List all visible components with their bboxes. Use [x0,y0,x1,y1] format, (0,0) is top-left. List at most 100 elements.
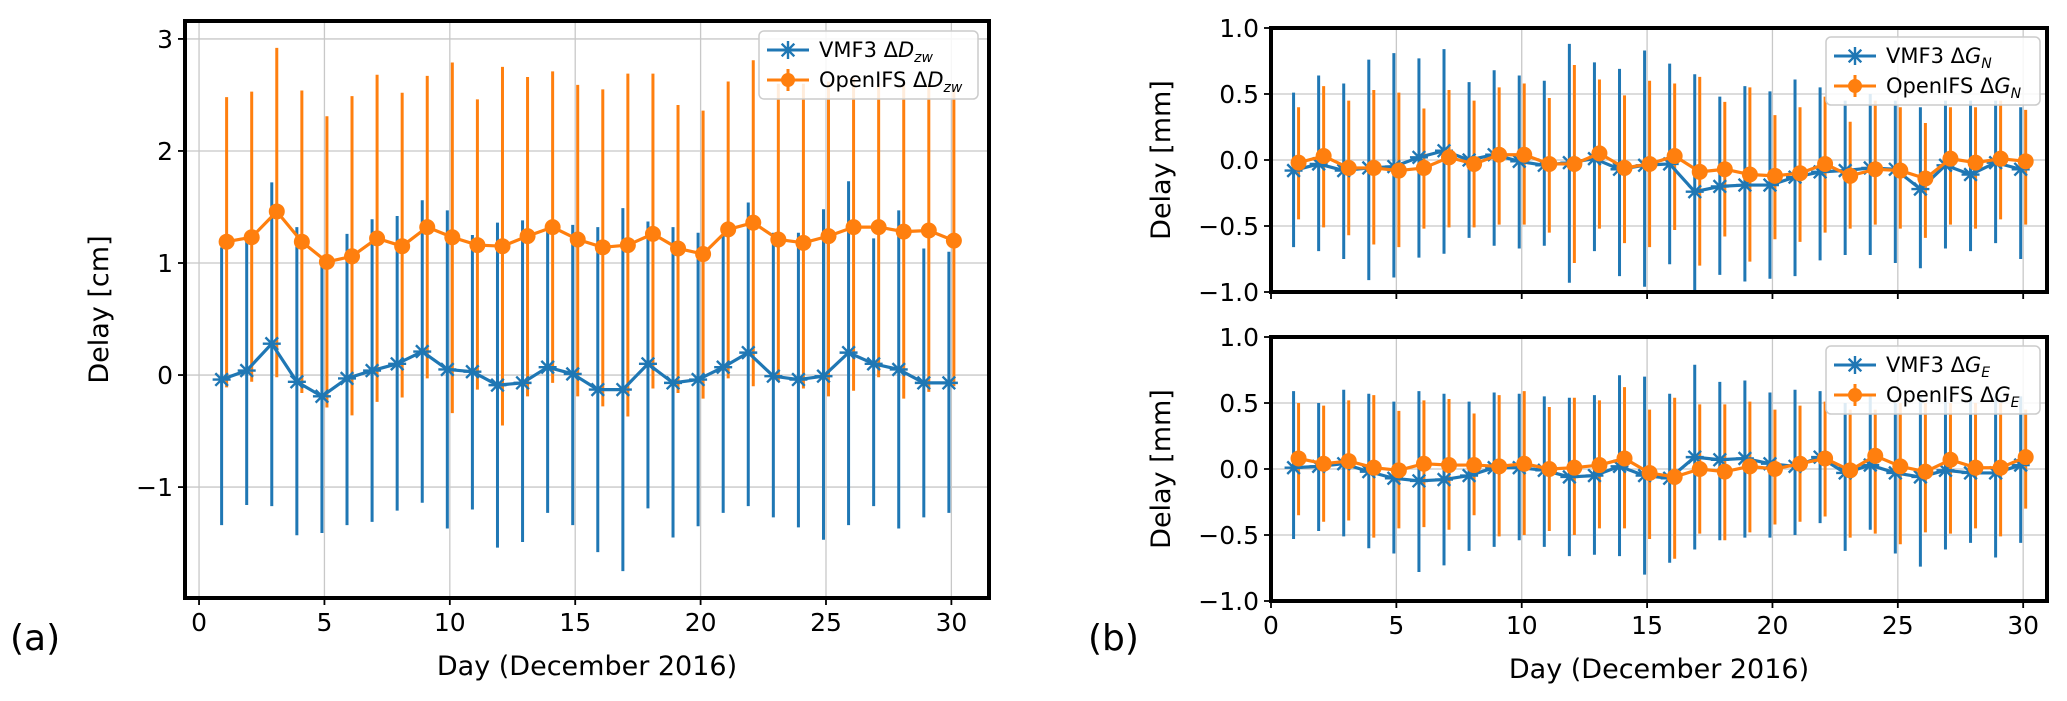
data-point [889,360,908,379]
data-point [638,354,657,373]
data-point [1867,161,1884,178]
y-tick-label: −1.0 [1198,278,1259,307]
data-point [588,380,607,399]
data-point [1365,159,1382,176]
data-point [1911,180,1930,199]
legend-label: VMF3 ΔGE [1886,353,1990,381]
data-point [1309,154,1328,173]
legend-box [758,30,979,100]
data-point [1641,464,1658,481]
data-point [1610,457,1629,476]
data-point [1510,152,1529,171]
data-point [1892,162,1909,179]
data-point [1936,461,1955,480]
data-point [1842,462,1859,479]
data-point [745,214,762,231]
x-tick-label: 25 [1882,611,1914,640]
data-point [388,354,407,373]
legend-marker [780,41,796,59]
data-point [1892,458,1909,475]
data-point [1290,450,1307,467]
data-point [864,354,883,373]
data-point [1917,463,1934,480]
data-point [2017,153,2034,170]
data-point [1942,150,1959,167]
data-point [1340,453,1357,470]
data-point [237,361,256,380]
legend-marker [781,73,795,87]
x-tick-label: 20 [685,608,717,637]
legend-marker [1847,356,1863,374]
x-tick-label: 30 [935,608,967,637]
data-point [914,373,933,392]
data-point [1942,451,1959,468]
data-point [1591,457,1608,474]
panel-label-b: (b) [1088,618,1139,659]
data-point [1491,458,1508,475]
data-point [1409,148,1428,167]
data-point [338,369,357,388]
data-point [1691,461,1708,477]
y-tick-label: 0.5 [1219,389,1259,418]
data-point [870,219,887,236]
x-axis-label: Day (December 2016) [1509,654,1809,685]
data-point [1967,459,1984,476]
data-point [1961,165,1980,184]
data-point [1516,146,1533,163]
y-tick-label: −0.5 [1198,212,1259,241]
y-tick-label: −1.0 [1198,587,1259,616]
data-point [1541,155,1558,172]
data-point [268,203,285,220]
x-tick-label: 5 [1388,611,1404,640]
data-point [1435,141,1454,160]
data-point [820,228,837,245]
data-point [1817,450,1834,467]
y-tick-label: −0.5 [1198,521,1259,550]
data-point [218,233,235,250]
data-point [1867,447,1884,464]
legend-label: VMF3 ΔGN [1886,44,1992,72]
data-point [1992,150,2009,167]
data-point [920,222,937,239]
data-point [1716,161,1733,178]
x-axis-label: Day (December 2016) [437,651,737,682]
data-point [945,232,962,249]
data-point [1760,176,1779,195]
data-point [1315,455,1332,472]
data-point [1685,182,1704,201]
x-tick-label: 30 [2007,611,2039,640]
data-point [1735,449,1754,468]
data-point [519,228,536,245]
data-point [1415,455,1432,472]
data-point [212,370,231,389]
data-point [670,240,687,257]
x-tick-label: 10 [1506,611,1538,640]
data-point [413,342,432,361]
data-point [2011,160,2030,179]
data-point [1541,461,1558,477]
data-point [1886,463,1905,482]
data-point [394,238,411,255]
data-point [538,358,557,377]
data-point [1992,459,2009,476]
data-point [1817,155,1834,172]
x-tick-label: 0 [191,608,207,637]
data-point [1766,461,1783,477]
data-point [1917,170,1934,187]
x-tick-label: 5 [316,608,332,637]
data-point [1842,167,1859,184]
data-point [1792,455,1809,472]
x-tick-label: 15 [1631,611,1663,640]
x-tick-label: 0 [1263,611,1279,640]
data-point [344,248,361,265]
data-point [1710,177,1729,196]
data-point [1716,463,1733,480]
data-point [695,246,712,263]
data-point [839,343,858,362]
chart-gn: −1.0 −0.5 0.0 0.5 1.0 Delay [mm] VMF3 ΔGNOpenI… [1146,14,2049,307]
data-point [563,364,582,383]
data-point [469,237,486,254]
data-point [1735,176,1754,195]
